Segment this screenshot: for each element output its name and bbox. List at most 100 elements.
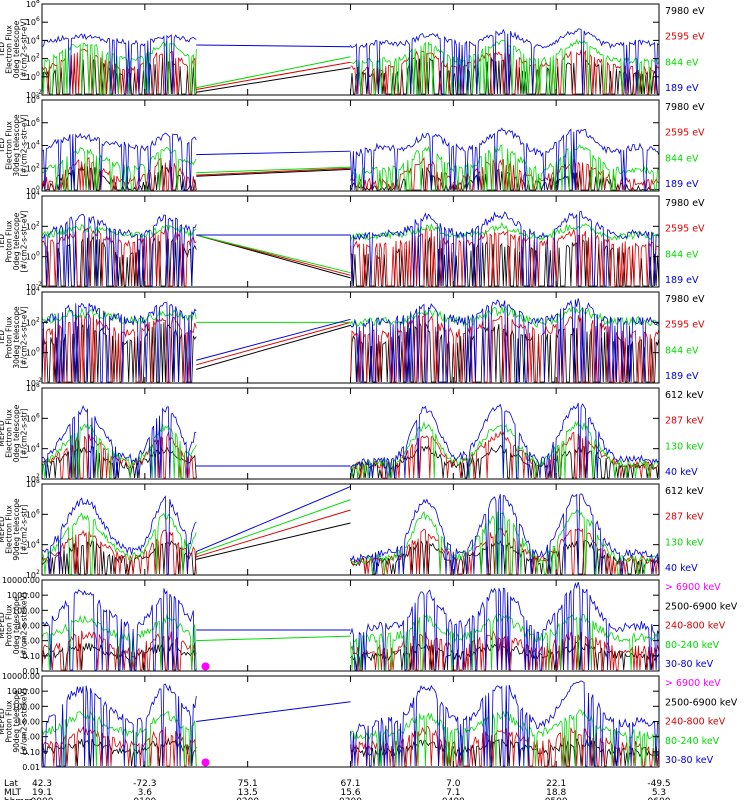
gap-line-3 <box>196 150 351 156</box>
y-tick-label: 10 <box>26 164 36 173</box>
y-tick-label: 1000.00 <box>7 687 40 696</box>
y-axis-label-line: [#/cm2-s-str-keV] <box>20 592 29 658</box>
legend-entry: > 6900 keV <box>665 678 721 689</box>
y-axis-label-line: [#/cm2-s-str-eV] <box>20 114 29 176</box>
y-axis-label-line: 0deg telescope <box>12 212 21 270</box>
series-line-4 <box>41 680 660 767</box>
gap-line-1 <box>196 509 351 558</box>
series-line-0 <box>41 56 659 95</box>
y-tick-exponent: 4 <box>36 443 40 450</box>
y-tick-exponent: 4 <box>36 140 40 147</box>
y-tick-label: 10 <box>26 318 36 327</box>
y-tick-label: 10 <box>26 414 36 423</box>
gap-line-3 <box>196 486 351 553</box>
x-tick-label: 18.8 <box>546 788 566 798</box>
y-tick-label: 10 <box>26 36 36 45</box>
y-axis-label-line: TED <box>0 330 6 346</box>
legend-entry: 2500-6900 keV <box>665 601 738 612</box>
y-tick-label: 10 <box>26 445 36 454</box>
y-tick-label: 10 <box>26 187 36 196</box>
panel-frame <box>41 3 660 96</box>
legend-entry: 2500-6900 keV <box>665 697 738 708</box>
y-tick-label: 0.01 <box>22 667 40 676</box>
y-axis-label-line: MEPED <box>0 420 6 446</box>
y-axis-label-line: 0deg telescope <box>12 596 21 654</box>
y-tick-label: 10 <box>26 142 36 151</box>
panel-meped-p-90: 10000.00 1000.00 100.00 10.00 1.00 0.10 0.01 ME… <box>0 672 738 772</box>
y-tick-label: 100.00 <box>12 606 40 615</box>
x-tick-label: 7.0 <box>446 779 461 789</box>
series-line-3 <box>41 28 660 95</box>
series-line-3 <box>41 493 660 575</box>
y-tick-label: 10 <box>26 253 36 262</box>
y-tick-exponent: 2 <box>36 473 40 480</box>
y-tick-exponent: -2 <box>36 377 42 384</box>
x-tick-label: 75.1 <box>238 779 258 789</box>
series-line-4 <box>41 581 660 671</box>
y-tick-label: 10.00 <box>17 718 40 727</box>
legend-entry: 2595 eV <box>665 320 705 331</box>
legend-entry: 7980 eV <box>665 6 705 17</box>
y-tick-exponent: 8 <box>36 94 40 101</box>
series-line-3 <box>41 402 660 479</box>
y-tick-label: 10 <box>26 283 36 292</box>
legend-entry: 287 keV <box>665 512 704 523</box>
y-tick-label: 10 <box>26 541 36 550</box>
x-tick-label: 67.1 <box>340 779 360 789</box>
y-tick-exponent: 0 <box>36 347 40 354</box>
legend-entry: 80-240 keV <box>665 640 720 651</box>
y-tick-exponent: 0 <box>36 185 40 192</box>
x-axis-row-label: Lat <box>4 779 19 789</box>
y-axis-label-line: TED <box>0 234 6 250</box>
legend-entry: 7980 eV <box>665 102 705 113</box>
legend-entry: 240-800 keV <box>665 717 726 728</box>
panel-meped-p-0: 10000.00 1000.00 100.00 10.00 1.00 0.10 0.01 ME… <box>0 576 738 676</box>
legend-entry: 40 keV <box>665 467 698 478</box>
x-tick-label: 3.6 <box>138 788 153 798</box>
y-tick-exponent: 8 <box>36 478 40 485</box>
data-point <box>201 758 210 767</box>
y-tick-label: 10 <box>26 480 36 489</box>
legend-entry: 240-800 keV <box>665 621 726 632</box>
y-tick-exponent: 4 <box>36 34 40 41</box>
y-tick-label: 10000.00 <box>2 576 40 585</box>
y-tick-label: 10000.00 <box>2 672 40 681</box>
gap-line-1 <box>196 321 351 366</box>
y-tick-exponent: 2 <box>36 316 40 323</box>
gap-line-1 <box>196 61 351 91</box>
series-line-3 <box>41 210 660 287</box>
y-axis-label-line: [#/cm2-s-str] <box>20 408 29 458</box>
x-tick-label: 13.5 <box>238 788 258 798</box>
legend-entry: 130 keV <box>665 441 704 452</box>
y-axis-label-line: [#/cm2-s-str-eV] <box>20 18 29 80</box>
legend-entry: 2595 eV <box>665 224 705 235</box>
x-tick-label: 22.1 <box>546 779 566 789</box>
legend-entry: 844 eV <box>665 249 699 260</box>
y-tick-label: 10 <box>26 571 36 580</box>
legend-entry: 7980 eV <box>665 198 705 209</box>
gap-line-2 <box>196 234 351 274</box>
y-axis-label-line: Electron Flux <box>5 505 14 554</box>
y-tick-exponent: -2 <box>36 89 42 96</box>
y-axis-label-line: MEPED <box>0 708 6 734</box>
y-axis-label-line: TED <box>0 42 6 58</box>
y-tick-exponent: 6 <box>36 117 40 124</box>
x-tick-label: 7.1 <box>446 788 460 798</box>
y-axis-label-line: MEPED <box>0 516 6 542</box>
y-tick-exponent: 2 <box>36 53 40 60</box>
gap-line-3 <box>196 318 351 361</box>
gap-line-2 <box>196 499 351 555</box>
series-line-2 <box>41 726 660 767</box>
y-tick-label: 1.00 <box>22 733 40 742</box>
y-axis-label-line: 0deg telescope <box>12 404 21 462</box>
y-axis-label-line: [#/cm2-s-str-eV] <box>20 306 29 368</box>
y-axis-label-line: Proton Flux <box>5 700 14 743</box>
series-line-2 <box>41 420 660 479</box>
